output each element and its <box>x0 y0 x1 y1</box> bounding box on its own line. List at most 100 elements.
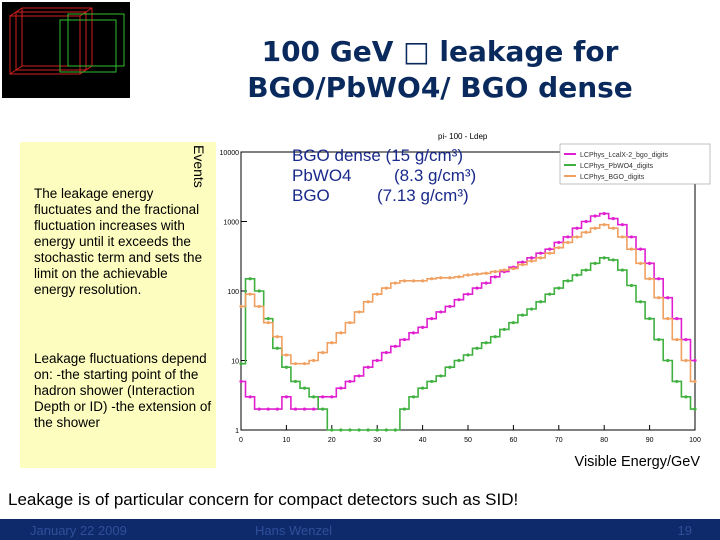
series-point-2 <box>611 226 615 230</box>
title-line-1: 100 GeV □ leakage for <box>261 35 619 68</box>
series-point-2 <box>657 296 661 300</box>
x-tick-label: 70 <box>555 437 563 444</box>
series-point-1 <box>584 268 588 272</box>
series-point-0 <box>466 292 470 296</box>
series-point-0 <box>266 407 270 411</box>
slide-title: 100 GeV □ leakage for BGO/PbWO4/ BGO den… <box>200 34 680 106</box>
series-point-0 <box>675 317 679 321</box>
series-point-0 <box>402 337 407 342</box>
note-leakage-dependence: Leakage fluctuations depend on: -the sta… <box>34 351 212 430</box>
series-point-1 <box>575 273 579 277</box>
series-point-1 <box>293 379 298 384</box>
series-point-2 <box>638 261 643 265</box>
series-point-2 <box>293 362 298 366</box>
series-point-0 <box>366 365 370 369</box>
series-point-0 <box>575 226 579 230</box>
series-point-1 <box>330 428 334 432</box>
series-point-2 <box>384 286 388 290</box>
series-point-0 <box>275 407 279 411</box>
series-point-0 <box>302 407 307 411</box>
x-tick-label: 100 <box>689 437 701 444</box>
series-point-2 <box>693 379 697 384</box>
series-point-0 <box>638 247 643 251</box>
series-point-1 <box>648 317 652 321</box>
series-point-2 <box>312 358 316 363</box>
series-point-2 <box>275 335 279 339</box>
series-point-1 <box>375 428 379 432</box>
y-tick-label: 10 <box>231 359 239 366</box>
x-tick-label: 60 <box>510 437 518 444</box>
plot-frame <box>240 151 696 431</box>
footer-date: January 22 2009 <box>30 523 127 538</box>
series-point-0 <box>384 350 388 355</box>
material-legend: BGO dense (15 g/cm³) PbWO4 (8.3 g/cm³) BGO… <box>292 146 476 206</box>
detector-logo-graphic <box>2 2 130 98</box>
y-tick-label: 10000 <box>220 150 240 157</box>
series-point-2 <box>648 277 652 281</box>
series-point-0 <box>657 277 661 281</box>
series-point-1 <box>466 353 470 357</box>
series-point-2 <box>266 321 270 325</box>
series-point-2 <box>239 304 243 309</box>
x-tick-label: 10 <box>283 437 291 444</box>
series-point-2 <box>402 279 407 283</box>
series-point-1 <box>657 337 661 342</box>
x-tick-label: 80 <box>600 437 608 444</box>
series-point-1 <box>266 317 270 321</box>
series-point-0 <box>566 235 570 239</box>
series-point-2 <box>484 271 488 275</box>
series-point-2 <box>602 223 606 227</box>
series-point-1 <box>411 395 416 399</box>
series-point-0 <box>684 337 688 342</box>
series-point-1 <box>548 292 552 296</box>
series-point-1 <box>366 428 370 432</box>
series-point-0 <box>693 358 697 363</box>
series-point-0 <box>520 260 525 264</box>
x-axis-label: Visible Energy/GeV <box>574 454 700 470</box>
series-point-0 <box>666 296 670 300</box>
series-point-2 <box>511 267 515 271</box>
series-point-0 <box>248 395 252 399</box>
series-point-0 <box>312 407 316 411</box>
series-point-1 <box>348 428 352 432</box>
title-line-2: BGO/PbWO4/ BGO dense <box>247 71 633 104</box>
legend-box <box>559 143 711 185</box>
series-point-2 <box>393 281 397 285</box>
plot-title: pi- 100 - Ldep <box>438 132 488 141</box>
x-tick-label: 50 <box>464 437 472 444</box>
series-point-0 <box>484 281 488 285</box>
series-point-2 <box>357 310 361 314</box>
series-point-0 <box>375 358 379 363</box>
x-tick-label: 20 <box>328 437 336 444</box>
series-point-0 <box>430 317 434 321</box>
legend-entry-0: LCPhys_LcalX-2_bgo_digits <box>580 152 668 159</box>
series-point-1 <box>675 379 679 384</box>
series-point-1 <box>539 300 543 304</box>
conclusion-text: Leakage is of particular concern for com… <box>8 490 519 509</box>
series-point-0 <box>321 395 325 399</box>
series-point-1 <box>693 407 697 411</box>
series-point-1 <box>439 374 443 378</box>
series-point-2 <box>502 268 506 272</box>
y-axis-label: Events <box>191 145 207 188</box>
series-point-0 <box>330 395 334 399</box>
series-point-1 <box>421 386 425 390</box>
series-point-1 <box>402 407 407 411</box>
series-point-1 <box>529 307 534 311</box>
series-point-2 <box>257 304 261 309</box>
series-point-2 <box>421 279 425 283</box>
footer-page-number: 19 <box>677 523 692 538</box>
series-point-2 <box>557 246 561 250</box>
series-point-0 <box>539 251 543 255</box>
series-point-0 <box>293 407 298 411</box>
series-point-2 <box>284 353 288 357</box>
series-point-2 <box>466 273 470 277</box>
series-point-2 <box>566 240 570 245</box>
series-point-1 <box>384 428 388 432</box>
note-leakage-fluctuation: The leakage energy fluctuates and the fr… <box>34 186 203 297</box>
series-point-0 <box>529 256 534 260</box>
series-point-0 <box>620 223 624 227</box>
series-point-0 <box>457 298 461 302</box>
series-point-0 <box>239 379 243 384</box>
